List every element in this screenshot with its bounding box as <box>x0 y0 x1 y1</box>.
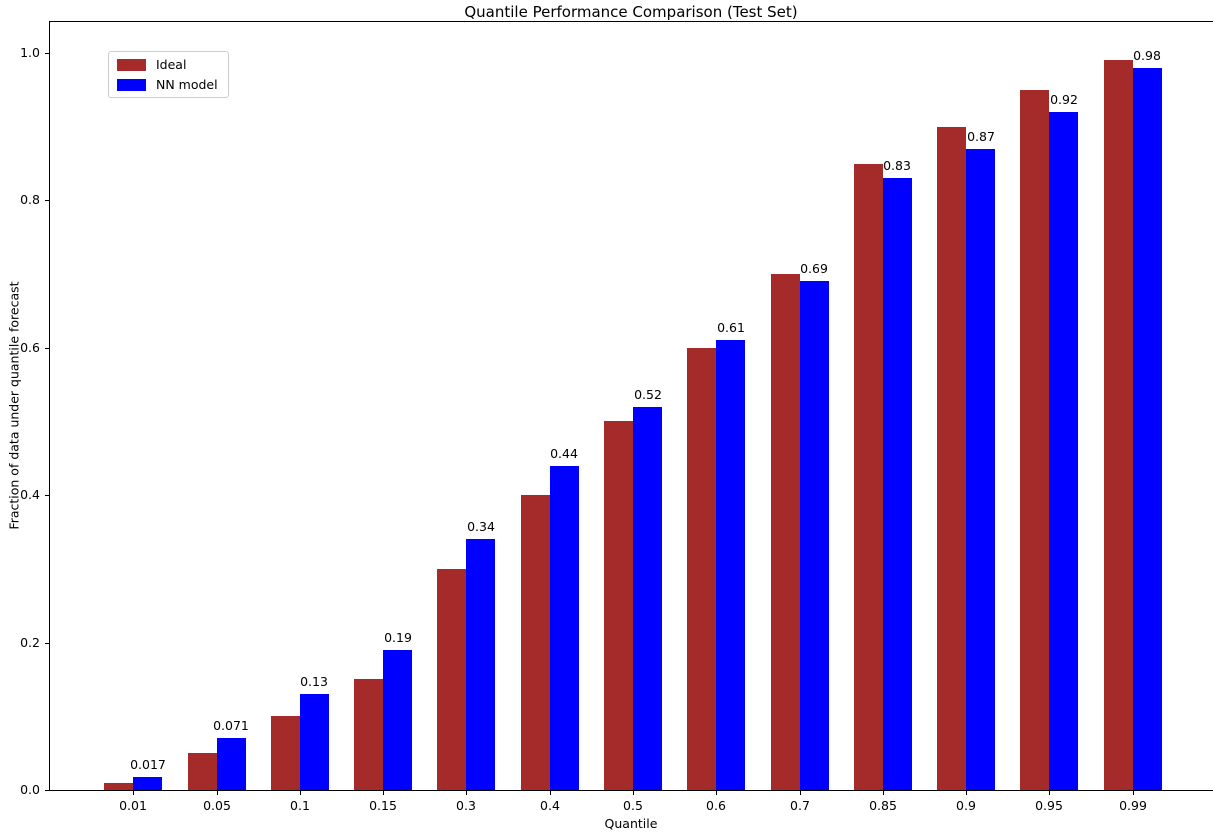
ideal-bar-0.01 <box>104 783 133 790</box>
x-tick-0.3 <box>466 791 467 795</box>
nn-model-bar-0.5 <box>633 407 662 790</box>
y-tick-0.0 <box>45 790 49 791</box>
x-tick-label-0.9: 0.9 <box>956 798 976 813</box>
y-tick-0.4 <box>45 495 49 496</box>
x-tick-0.05 <box>217 791 218 795</box>
value-label-0.1: 0.13 <box>300 674 328 689</box>
value-label-0.15: 0.19 <box>384 630 412 645</box>
x-tick-0.9 <box>966 791 967 795</box>
x-tick-0.99 <box>1133 791 1134 795</box>
value-label-0.7: 0.69 <box>800 261 828 276</box>
value-label-0.05: 0.071 <box>213 718 249 733</box>
ideal-bar-0.5 <box>604 421 633 790</box>
ideal-bar-0.95 <box>1020 90 1049 790</box>
ideal-bar-0.3 <box>437 569 466 790</box>
x-tick-label-0.1: 0.1 <box>290 798 310 813</box>
x-tick-label-0.4: 0.4 <box>540 798 560 813</box>
y-tick-0.6 <box>45 348 49 349</box>
nn-model-bar-0.15 <box>383 650 412 790</box>
y-tick-label-1.0: 1.0 <box>20 45 40 60</box>
value-label-0.01: 0.017 <box>130 757 166 772</box>
y-tick-0.2 <box>45 643 49 644</box>
nn-model-bar-0.85 <box>883 178 912 790</box>
value-label-0.6: 0.61 <box>717 320 745 335</box>
ideal-bar-0.15 <box>354 679 383 790</box>
x-tick-0.85 <box>883 791 884 795</box>
x-tick-0.6 <box>716 791 717 795</box>
ideal-bar-0.9 <box>937 127 966 790</box>
value-label-0.5: 0.52 <box>634 387 662 402</box>
x-tick-0.4 <box>550 791 551 795</box>
nn-model-bar-0.95 <box>1049 112 1078 790</box>
ideal-bar-0.7 <box>771 274 800 790</box>
nn-model-bar-0.4 <box>550 466 579 790</box>
x-tick-0.1 <box>300 791 301 795</box>
legend: Ideal NN model <box>108 51 229 98</box>
x-tick-label-0.01: 0.01 <box>119 798 147 813</box>
x-tick-label-0.99: 0.99 <box>1119 798 1147 813</box>
x-tick-0.95 <box>1049 791 1050 795</box>
nn-model-legend-swatch <box>117 78 146 91</box>
nn-model-bar-0.99 <box>1133 68 1162 790</box>
value-label-0.85: 0.83 <box>883 158 911 173</box>
x-tick-label-0.85: 0.85 <box>869 798 897 813</box>
x-tick-label-0.5: 0.5 <box>623 798 643 813</box>
x-tick-label-0.6: 0.6 <box>706 798 726 813</box>
legend-item-nn-model: NN model <box>117 77 218 92</box>
y-tick-label-0.0: 0.0 <box>20 782 40 797</box>
value-label-0.4: 0.44 <box>550 446 578 461</box>
nn-model-bar-0.1 <box>300 694 329 790</box>
plot-area: Ideal NN model 0.017 0.071 0.13 0.19 0.34 0.4… <box>20 21 1213 813</box>
y-tick-label-0.4: 0.4 <box>20 487 40 502</box>
nn-model-bar-0.6 <box>716 340 745 790</box>
chart-title: Quantile Performance Comparison (Test Se… <box>464 3 798 21</box>
y-tick-label-0.2: 0.2 <box>20 635 40 650</box>
ideal-bar-0.05 <box>188 753 217 790</box>
x-tick-label-0.3: 0.3 <box>456 798 476 813</box>
y-tick-0.8 <box>45 200 49 201</box>
x-tick-label-0.7: 0.7 <box>790 798 810 813</box>
ideal-legend-swatch <box>117 58 146 71</box>
y-tick-label-0.8: 0.8 <box>20 192 40 207</box>
y-tick-1.0 <box>45 53 49 54</box>
nn-model-bar-0.3 <box>466 539 495 790</box>
legend-item-ideal: Ideal <box>117 57 218 72</box>
x-axis-label: Quantile <box>604 816 658 831</box>
ideal-legend-label: Ideal <box>156 57 187 72</box>
y-tick-label-0.6: 0.6 <box>20 340 40 355</box>
nn-model-legend-label: NN model <box>156 77 218 92</box>
nn-model-bar-0.05 <box>217 738 246 790</box>
ideal-bar-0.85 <box>854 164 883 790</box>
ideal-bar-0.99 <box>1104 60 1133 790</box>
value-label-0.9: 0.87 <box>967 129 995 144</box>
x-tick-0.5 <box>633 791 634 795</box>
x-tick-0.01 <box>133 791 134 795</box>
nn-model-bar-0.9 <box>966 149 995 790</box>
ideal-bar-0.6 <box>687 348 716 790</box>
value-label-0.99: 0.98 <box>1133 48 1161 63</box>
ideal-bar-0.1 <box>271 716 300 790</box>
ideal-bar-0.4 <box>521 495 550 790</box>
x-tick-label-0.05: 0.05 <box>203 798 231 813</box>
x-tick-label-0.95: 0.95 <box>1035 798 1063 813</box>
x-tick-0.15 <box>383 791 384 795</box>
nn-model-bar-0.7 <box>800 281 829 790</box>
nn-model-bar-0.01 <box>133 777 162 790</box>
value-label-0.95: 0.92 <box>1050 92 1078 107</box>
x-tick-label-0.15: 0.15 <box>369 798 397 813</box>
x-tick-0.7 <box>800 791 801 795</box>
value-label-0.3: 0.34 <box>467 519 495 534</box>
